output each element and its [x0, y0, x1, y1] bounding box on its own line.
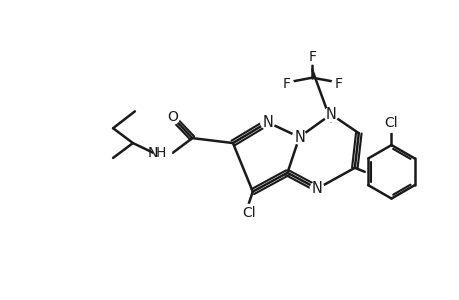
- Text: N: N: [325, 107, 336, 122]
- Text: F: F: [308, 50, 315, 64]
- Circle shape: [260, 115, 274, 129]
- Circle shape: [324, 107, 337, 121]
- Circle shape: [153, 144, 171, 162]
- Circle shape: [240, 205, 257, 222]
- Circle shape: [165, 110, 179, 124]
- Text: H: H: [155, 146, 166, 160]
- Circle shape: [305, 50, 319, 64]
- Text: Cl: Cl: [384, 116, 397, 130]
- Text: F: F: [334, 76, 342, 91]
- Text: O: O: [167, 110, 178, 124]
- Text: F: F: [282, 76, 290, 91]
- Text: N: N: [147, 146, 157, 160]
- Circle shape: [331, 77, 345, 91]
- Text: N: N: [294, 130, 305, 145]
- Text: N: N: [311, 181, 322, 196]
- Circle shape: [279, 77, 293, 91]
- Text: Cl: Cl: [241, 206, 255, 220]
- Circle shape: [309, 182, 324, 196]
- Circle shape: [292, 130, 306, 144]
- Circle shape: [382, 114, 399, 132]
- Text: N: N: [262, 115, 273, 130]
